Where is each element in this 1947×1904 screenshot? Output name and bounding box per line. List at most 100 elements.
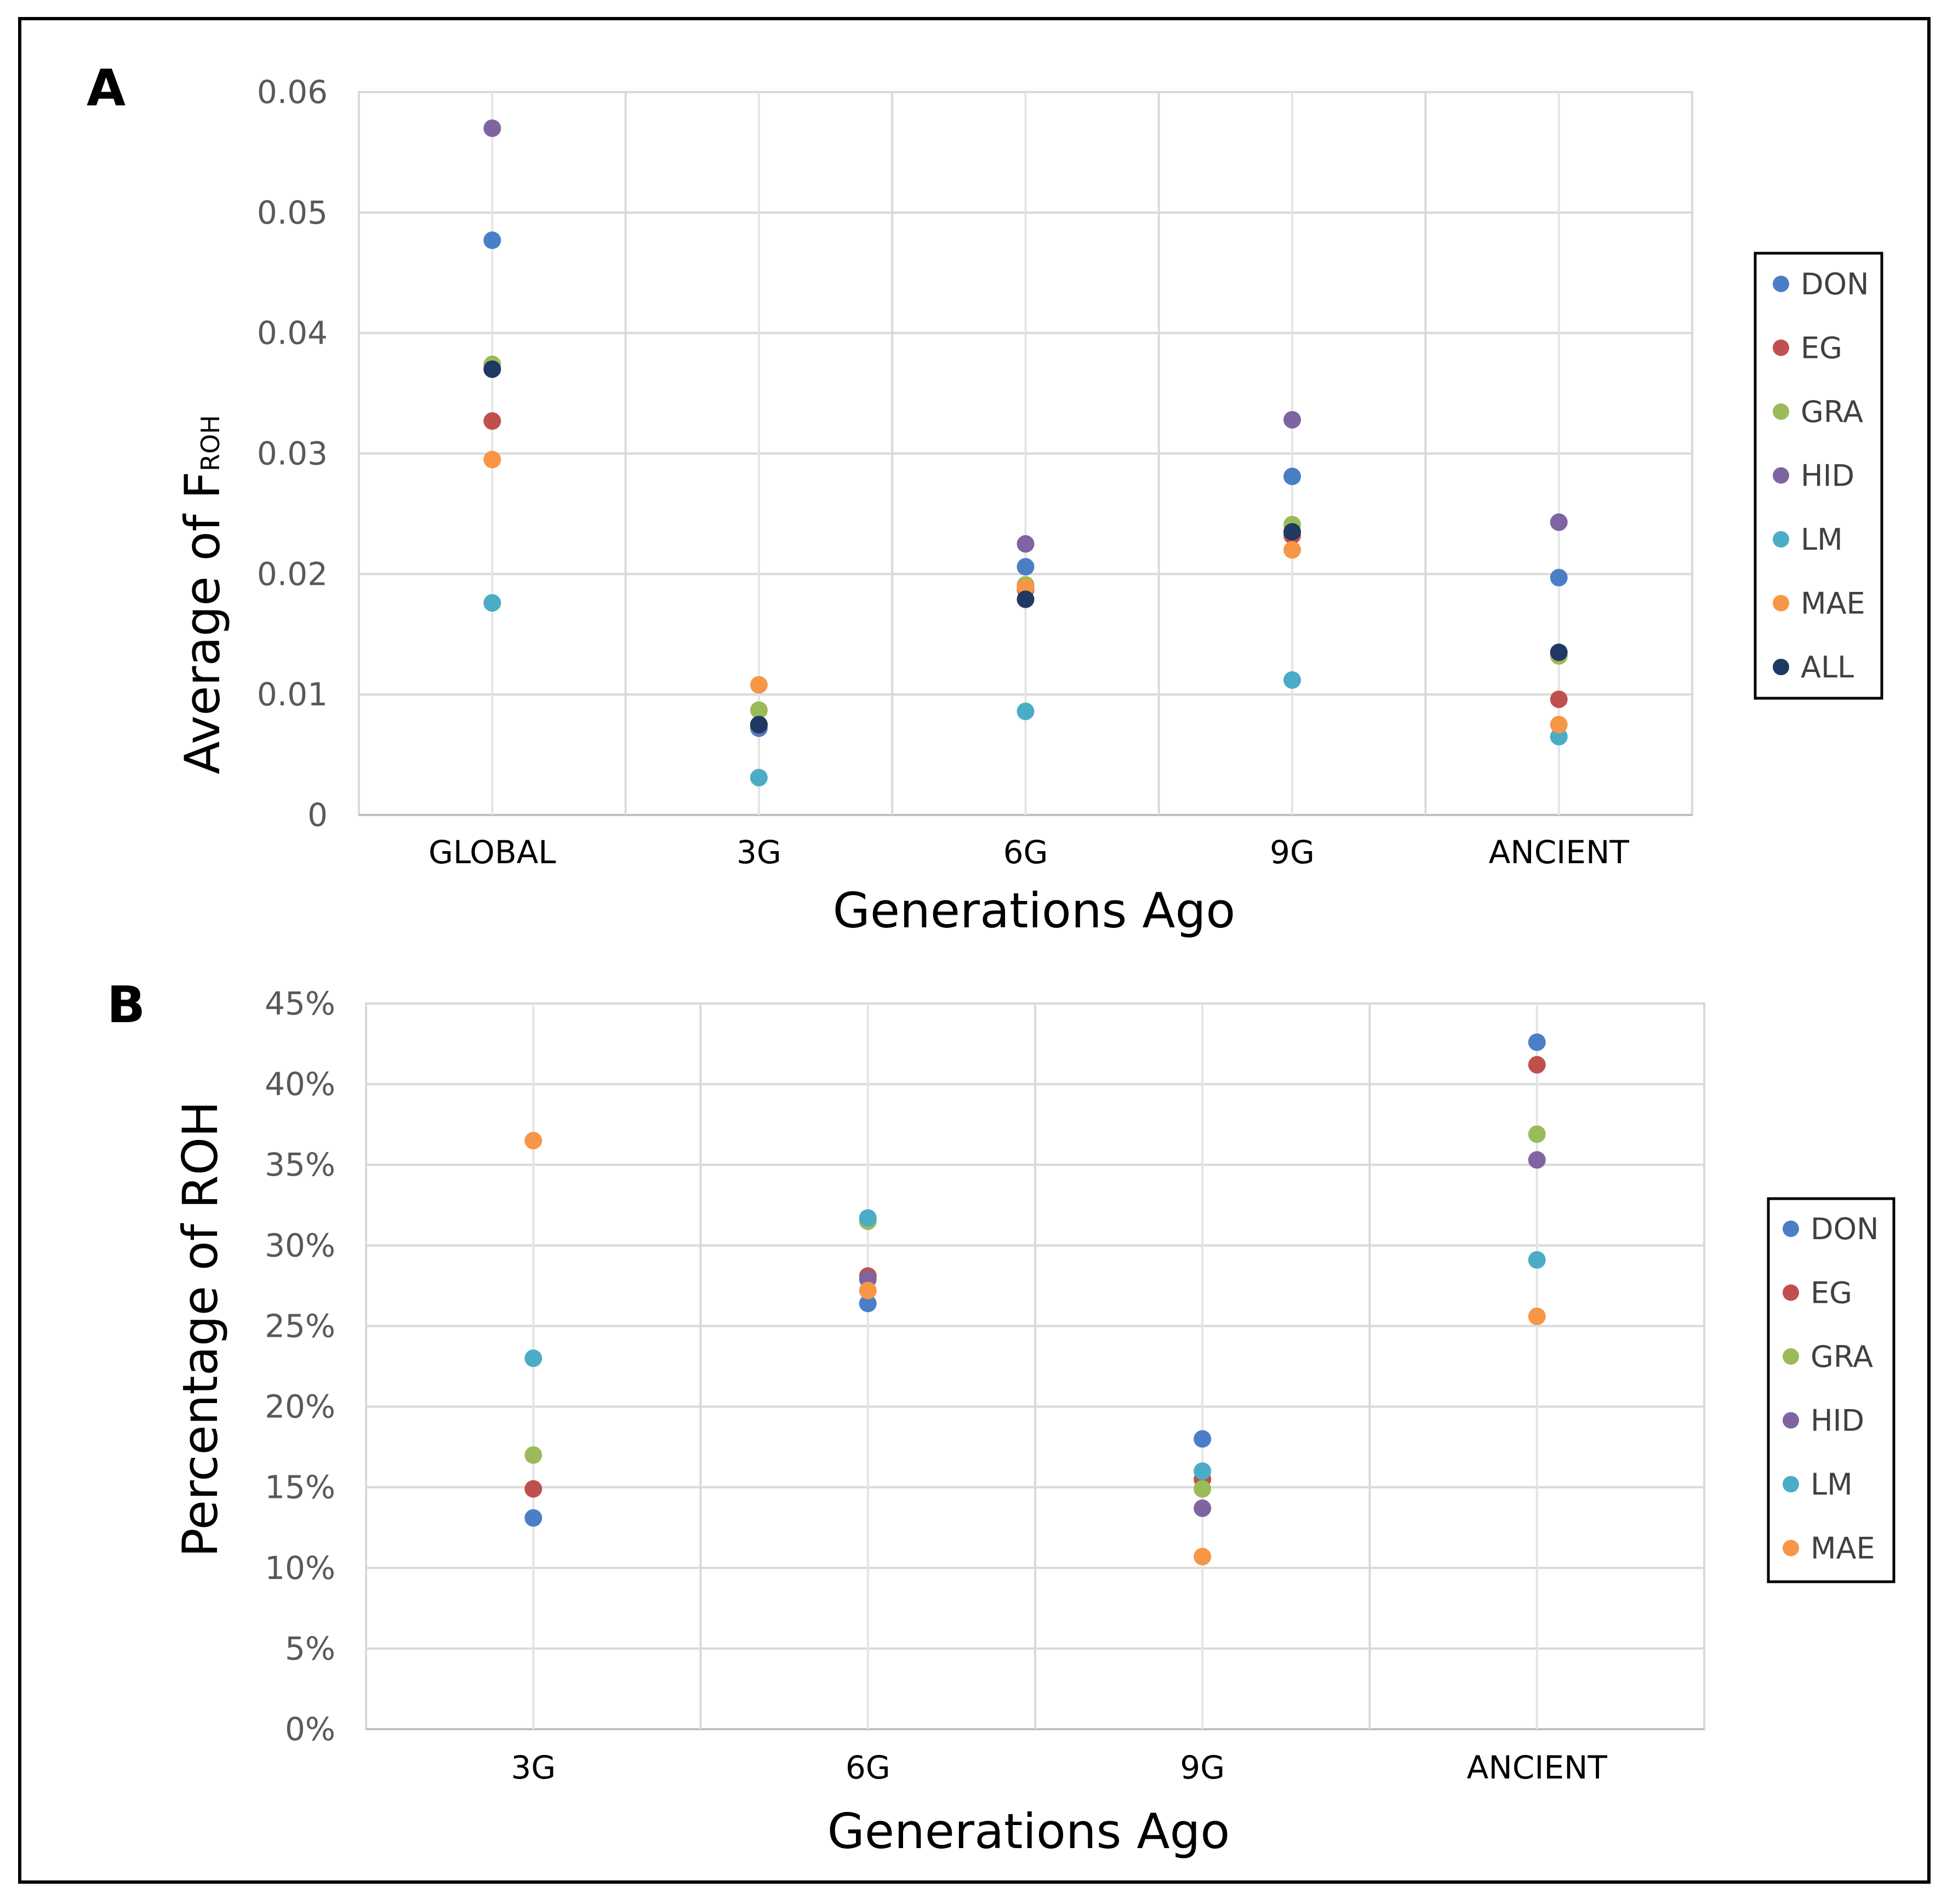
y-tick-label: 0.01 bbox=[257, 676, 328, 713]
point-don-3g bbox=[524, 1509, 543, 1527]
y-tick-label: 15% bbox=[265, 1469, 335, 1506]
point-all-3g bbox=[750, 716, 768, 734]
legend-marker-mae bbox=[1783, 1540, 1799, 1557]
legend-marker-gra bbox=[1783, 1348, 1799, 1365]
legend-marker-hid bbox=[1783, 1412, 1799, 1429]
legend-label-all: ALL bbox=[1801, 650, 1854, 685]
point-hid-6g bbox=[1017, 535, 1035, 553]
x-tick-label: 6G bbox=[1003, 834, 1048, 871]
legend-label-mae: MAE bbox=[1811, 1531, 1875, 1566]
y-tick-label: 0 bbox=[307, 796, 328, 834]
legend-marker-hid bbox=[1773, 467, 1789, 484]
x-tick-label: ANCIENT bbox=[1467, 1749, 1608, 1786]
point-gra-ancient bbox=[1528, 1125, 1546, 1143]
panel-b-y-ticks: 0% 5% 10% 15% 20% 25% 30% 35% 40% 45% bbox=[265, 985, 335, 1748]
legend-label-hid: HID bbox=[1801, 459, 1854, 493]
legend-marker-mae bbox=[1773, 595, 1789, 612]
point-mae-3g bbox=[750, 676, 768, 694]
figure-frame bbox=[18, 17, 1931, 1884]
point-hid-global bbox=[483, 119, 501, 137]
y-tick-label: 0% bbox=[285, 1711, 335, 1748]
legend-marker-lm bbox=[1783, 1476, 1799, 1492]
panel-b-legend-box bbox=[1767, 1197, 1895, 1583]
point-lm-3g bbox=[750, 768, 768, 786]
point-all-6g bbox=[1017, 590, 1035, 608]
panel-b-points bbox=[524, 1033, 1546, 1566]
legend-label-eg: EG bbox=[1801, 331, 1842, 366]
point-lm-6g bbox=[1017, 702, 1035, 720]
legend-label-gra: GRA bbox=[1801, 395, 1863, 429]
legend-label-eg: EG bbox=[1811, 1276, 1852, 1310]
point-hid-9g bbox=[1283, 411, 1301, 429]
y-tick-label: 45% bbox=[265, 985, 335, 1022]
panel-a-x-ticks: GLOBAL 3G 6G 9G ANCIENT bbox=[429, 834, 1629, 871]
point-all-global bbox=[483, 360, 501, 378]
point-lm-9g bbox=[1283, 671, 1301, 689]
point-lm-9g bbox=[1194, 1462, 1212, 1480]
point-mae-9g bbox=[1283, 541, 1301, 559]
legend-label-lm: LM bbox=[1811, 1467, 1853, 1502]
legend-marker-all bbox=[1773, 659, 1789, 675]
point-lm-ancient bbox=[1550, 728, 1568, 746]
point-mae-ancient bbox=[1528, 1307, 1546, 1325]
legend-marker-eg bbox=[1783, 1284, 1799, 1301]
x-tick-label: ANCIENT bbox=[1489, 834, 1630, 871]
point-lm-ancient bbox=[1528, 1251, 1546, 1269]
panel-b-grid bbox=[365, 1002, 1705, 1730]
point-mae-9g bbox=[1194, 1548, 1212, 1566]
x-tick-label: 3G bbox=[736, 834, 781, 871]
legend-marker-eg bbox=[1773, 339, 1789, 356]
point-hid-9g bbox=[1194, 1499, 1212, 1517]
point-mae-global bbox=[483, 451, 501, 469]
point-don-9g bbox=[1194, 1430, 1212, 1448]
point-hid-ancient bbox=[1528, 1151, 1546, 1169]
legend-label-hid: HID bbox=[1811, 1404, 1864, 1438]
y-tick-label: 0.05 bbox=[257, 194, 328, 231]
point-mae-3g bbox=[524, 1132, 543, 1150]
panel-a-grid bbox=[358, 91, 1693, 816]
x-tick-label: 9G bbox=[1270, 834, 1315, 871]
panel-a-legend: DON EG GRA HID LM MAE ALL bbox=[1754, 252, 1883, 700]
panel-a-x-axis-title: Generations Ago bbox=[833, 882, 1236, 939]
panel-a-y-axis-title-subscript: ROH bbox=[196, 415, 225, 471]
point-eg-ancient bbox=[1550, 690, 1568, 708]
x-tick-label: 9G bbox=[1180, 1749, 1225, 1786]
y-tick-label: 35% bbox=[265, 1146, 335, 1183]
panel-b-y-axis-title: Percentage of ROH bbox=[172, 1101, 229, 1557]
y-tick-label: 40% bbox=[265, 1065, 335, 1103]
point-gra-9g bbox=[1194, 1480, 1212, 1498]
legend-label-don: DON bbox=[1801, 267, 1869, 301]
x-tick-label: GLOBAL bbox=[429, 834, 556, 871]
legend-marker-gra bbox=[1773, 403, 1789, 420]
panel-a: A 0 0.01 0.02 0.03 0.04 0.05 0.06 GLOBAL 3G 6G 9G… bbox=[87, 59, 1883, 939]
point-hid-ancient bbox=[1550, 513, 1568, 531]
legend-label-lm: LM bbox=[1801, 522, 1843, 557]
point-mae-6g bbox=[859, 1281, 877, 1299]
y-tick-label: 20% bbox=[265, 1388, 335, 1426]
x-tick-label: 3G bbox=[511, 1749, 556, 1786]
panel-a-label: A bbox=[87, 59, 125, 117]
legend-marker-lm bbox=[1773, 531, 1789, 548]
point-don-ancient bbox=[1528, 1033, 1546, 1051]
panel-a-y-axis-title-main: Average of F bbox=[174, 471, 231, 774]
point-mae-ancient bbox=[1550, 716, 1568, 734]
panel-a-y-ticks: 0 0.01 0.02 0.03 0.04 0.05 0.06 bbox=[257, 73, 328, 834]
legend-marker-don bbox=[1773, 276, 1789, 292]
point-don-ancient bbox=[1550, 568, 1568, 586]
x-tick-label: 6G bbox=[846, 1749, 890, 1786]
point-mae-6g bbox=[1017, 578, 1035, 596]
y-tick-label: 0.03 bbox=[257, 435, 328, 472]
panel-b-legend: DON EG GRA HID LM MAE bbox=[1767, 1197, 1895, 1583]
panel-b-x-ticks: 3G 6G 9G ANCIENT bbox=[511, 1749, 1607, 1786]
point-all-9g bbox=[1283, 523, 1301, 541]
point-eg-3g bbox=[524, 1480, 543, 1498]
point-don-6g bbox=[1017, 558, 1035, 576]
legend-marker-don bbox=[1783, 1221, 1799, 1237]
point-all-ancient bbox=[1550, 643, 1568, 662]
y-tick-label: 0.04 bbox=[257, 315, 328, 352]
y-tick-label: 30% bbox=[265, 1227, 335, 1264]
point-lm-3g bbox=[524, 1349, 543, 1367]
panel-a-y-axis-title: Average of FROH bbox=[174, 415, 231, 774]
